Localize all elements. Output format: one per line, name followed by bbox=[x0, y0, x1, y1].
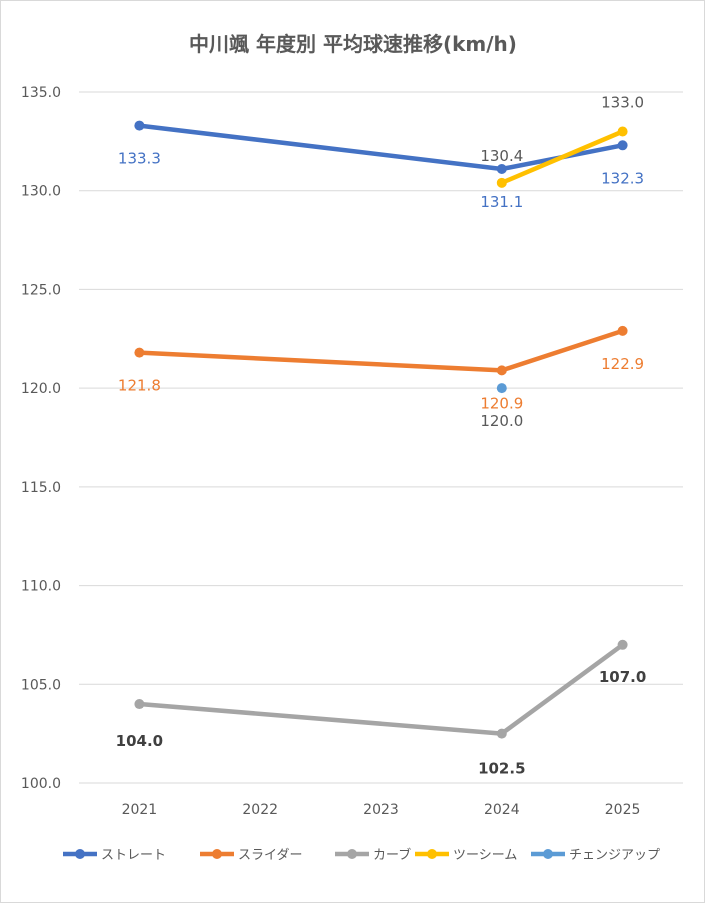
series-4 bbox=[496, 383, 507, 394]
data-point bbox=[134, 347, 145, 358]
data-label: 102.5 bbox=[478, 760, 525, 778]
legend: ストレート スライダー カーブ ツーシーム チェンジアップ bbox=[63, 847, 660, 863]
legend-item: チェンジアップ bbox=[531, 848, 660, 863]
legend-marker bbox=[347, 849, 357, 859]
y-axis-ticks: 100.0 105.0 110.0 115.0 120.0 125.0 130.0 135.0 bbox=[21, 85, 61, 792]
legend-label: ツーシーム bbox=[453, 848, 517, 863]
legend-label: ストレート bbox=[101, 848, 166, 863]
legend-item: スライダー bbox=[200, 848, 302, 863]
legend-item: カーブ bbox=[335, 847, 411, 863]
legend-marker bbox=[212, 849, 222, 859]
data-label: 107.0 bbox=[599, 668, 646, 686]
x-tick-label: 2025 bbox=[605, 802, 641, 818]
x-tick-label: 2022 bbox=[242, 802, 278, 818]
series-1 bbox=[134, 325, 628, 376]
series-line bbox=[137, 642, 625, 736]
data-point bbox=[496, 383, 507, 394]
data-label: 121.8 bbox=[118, 377, 161, 395]
legend-marker bbox=[75, 849, 85, 859]
data-label: 131.1 bbox=[480, 193, 523, 211]
x-tick-label: 2023 bbox=[363, 802, 399, 818]
data-label: 120.9 bbox=[480, 394, 523, 412]
data-point bbox=[496, 728, 507, 739]
y-tick-label: 105.0 bbox=[21, 677, 61, 693]
series-line bbox=[137, 328, 625, 373]
legend-marker bbox=[427, 849, 437, 859]
gridlines bbox=[79, 91, 683, 784]
x-tick-label: 2024 bbox=[484, 802, 520, 818]
series-0 bbox=[134, 120, 628, 174]
y-tick-label: 115.0 bbox=[21, 480, 61, 496]
x-axis-ticks: 2021 2022 2023 2024 2025 bbox=[122, 802, 641, 818]
data-point bbox=[617, 140, 628, 151]
data-label: 120.0 bbox=[480, 412, 523, 430]
chart-title: 中川颯 年度別 平均球速推移(km/h) bbox=[189, 32, 517, 56]
legend-label: カーブ bbox=[373, 847, 411, 863]
series-group bbox=[134, 120, 628, 739]
data-point bbox=[617, 325, 628, 336]
data-point bbox=[496, 365, 507, 376]
series-2 bbox=[134, 639, 628, 739]
legend-label: チェンジアップ bbox=[569, 848, 660, 863]
legend-label: スライダー bbox=[238, 848, 302, 863]
data-labels: 133.3 131.1 132.3 121.8 120.9 122.9 104.0 102.5… bbox=[116, 93, 647, 777]
data-point bbox=[134, 120, 145, 131]
data-label: 133.3 bbox=[118, 150, 161, 168]
data-point bbox=[496, 177, 507, 188]
data-point bbox=[134, 699, 145, 710]
data-point bbox=[617, 639, 628, 650]
legend-item: ストレート bbox=[63, 848, 166, 863]
x-tick-label: 2021 bbox=[122, 802, 158, 818]
data-point bbox=[496, 163, 507, 174]
y-tick-label: 100.0 bbox=[21, 776, 61, 792]
series-3 bbox=[496, 126, 628, 188]
y-tick-label: 110.0 bbox=[21, 579, 61, 595]
y-tick-label: 120.0 bbox=[21, 381, 61, 397]
legend-marker bbox=[543, 849, 553, 859]
data-label: 133.0 bbox=[601, 93, 644, 111]
data-label: 122.9 bbox=[601, 355, 644, 373]
series-line bbox=[499, 129, 625, 186]
legend-item: ツーシーム bbox=[415, 848, 517, 863]
data-label: 132.3 bbox=[601, 169, 644, 187]
y-tick-label: 125.0 bbox=[21, 282, 61, 298]
y-tick-label: 135.0 bbox=[21, 85, 61, 101]
y-tick-label: 130.0 bbox=[21, 184, 61, 200]
data-label: 104.0 bbox=[116, 732, 163, 750]
data-label: 130.4 bbox=[480, 147, 523, 165]
data-point bbox=[617, 126, 628, 137]
